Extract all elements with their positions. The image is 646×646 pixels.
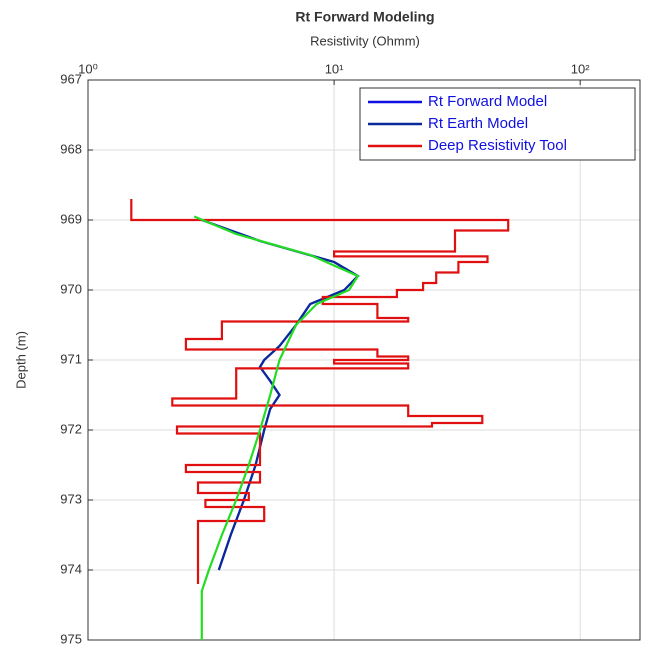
x-axis-label: Resistivity (Ohmm) <box>310 33 420 48</box>
series-line <box>193 215 360 640</box>
x-tick-label: 10⁰ <box>78 61 98 76</box>
legend-label: Rt Earth Model <box>428 115 528 132</box>
x-tick-label: 10¹ <box>325 61 344 76</box>
y-tick-label: 970 <box>60 281 82 296</box>
legend-label: Rt Forward Model <box>428 93 547 110</box>
y-tick-label: 969 <box>60 211 82 226</box>
y-tick-label: 973 <box>60 491 82 506</box>
y-tick-label: 975 <box>60 631 82 646</box>
x-tick-label: 10² <box>571 61 590 76</box>
legend-label: Deep Resistivity Tool <box>428 137 567 154</box>
y-axis-label: Depth (m) <box>13 331 28 389</box>
y-tick-label: 967 <box>60 71 82 86</box>
chart-title: Rt Forward Modeling <box>295 9 434 25</box>
series-line <box>130 199 510 584</box>
y-tick-label: 974 <box>60 561 82 576</box>
y-tick-label: 968 <box>60 141 82 156</box>
y-tick-label: 972 <box>60 421 82 436</box>
y-tick-label: 971 <box>60 351 82 366</box>
plot-frame <box>87 79 641 641</box>
